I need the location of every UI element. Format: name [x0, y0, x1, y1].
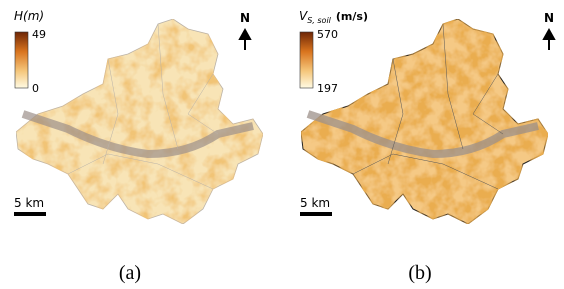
figure: H(m) 49 0 N 5 km (a) VS, soil(m/s) 570 1… — [0, 0, 564, 289]
north-arrow — [240, 30, 250, 50]
colorbar — [300, 32, 313, 88]
legend-max: 570 — [317, 28, 338, 41]
north-label: N — [544, 11, 554, 25]
north-label: N — [240, 11, 250, 25]
caption: (a) — [119, 262, 141, 284]
legend-unit: (m/s) — [336, 10, 368, 23]
map-a — [16, 19, 263, 224]
legend-min: 197 — [317, 82, 338, 95]
north-arrow — [544, 30, 554, 50]
map-b — [301, 19, 548, 224]
legend-title: H(m) — [14, 9, 44, 23]
panel-a: H(m) 49 0 N 5 km (a) — [14, 9, 263, 284]
legend-subscript: S, soil — [307, 16, 331, 25]
panel-b: VS, soil(m/s) 570 197 N 5 km (b) — [299, 9, 554, 284]
scale-bar — [14, 212, 46, 216]
legend-title: VS, soil(m/s) — [299, 9, 368, 25]
scale-bar — [300, 212, 332, 216]
caption: (b) — [408, 262, 431, 284]
colorbar — [15, 32, 28, 88]
legend-min: 0 — [32, 82, 39, 95]
legend-max: 49 — [32, 28, 46, 41]
scale-label: 5 km — [14, 196, 44, 210]
scale-label: 5 km — [300, 196, 330, 210]
